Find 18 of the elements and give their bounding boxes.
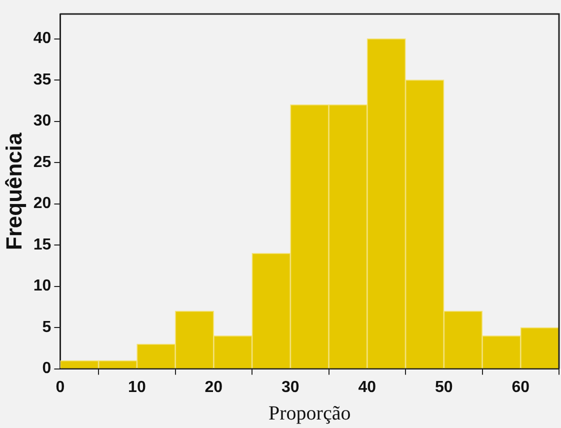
y-tick-label: 10	[33, 278, 52, 295]
x-tick-label: 20	[204, 378, 223, 396]
y-axis-title: Frequência	[1, 132, 26, 250]
y-tick-label: 30	[33, 112, 52, 130]
y-tick-label: 0	[42, 360, 52, 378]
y-tick-label: 35	[33, 71, 52, 88]
y-tick-label: 20	[33, 195, 52, 212]
x-tick-label: 30	[282, 378, 300, 396]
y-tick-label: 25	[33, 154, 52, 171]
x-tick-label: 40	[358, 378, 376, 396]
y-tick-label: 15	[33, 236, 52, 254]
x-tick-label: 60	[512, 378, 530, 396]
x-tick-label: 0	[56, 378, 65, 396]
x-tick-label: 10	[128, 378, 146, 396]
x-axis-title: Proporção	[268, 402, 351, 424]
x-tick-label: 50	[434, 378, 453, 396]
y-tick-label: 5	[42, 318, 52, 336]
y-tick-label: 40	[33, 30, 52, 48]
